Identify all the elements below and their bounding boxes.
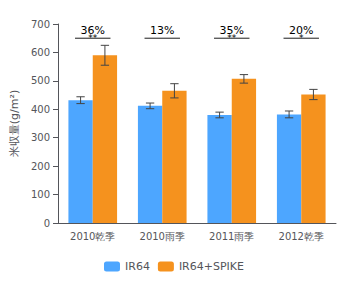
svg-text:2010雨季: 2010雨季 [140, 231, 185, 242]
svg-text:2010乾季: 2010乾季 [70, 231, 115, 242]
svg-text:2011雨季: 2011雨季 [209, 231, 254, 242]
svg-text:2012乾季: 2012乾季 [279, 231, 324, 242]
svg-text:100: 100 [31, 189, 50, 200]
svg-text:13%: 13% [150, 24, 174, 37]
svg-text:0: 0 [44, 218, 50, 229]
svg-text:600: 600 [31, 47, 50, 58]
svg-text:**: ** [227, 33, 237, 43]
svg-text:35%: 35% [219, 23, 244, 37]
svg-text:36%: 36% [80, 23, 105, 37]
svg-text:500: 500 [31, 75, 50, 86]
svg-text:200: 200 [31, 161, 50, 172]
svg-text:IR64+SPIKE: IR64+SPIKE [179, 260, 244, 273]
svg-text:米収量(g/m²): 米収量(g/m²) [8, 90, 21, 157]
svg-text:**: ** [88, 33, 98, 43]
svg-text:IR64: IR64 [125, 260, 150, 273]
svg-text:700: 700 [31, 19, 50, 30]
svg-text:400: 400 [31, 104, 50, 115]
svg-text:*: * [299, 33, 304, 43]
svg-text:300: 300 [31, 132, 50, 143]
svg-text:20%: 20% [289, 23, 314, 37]
